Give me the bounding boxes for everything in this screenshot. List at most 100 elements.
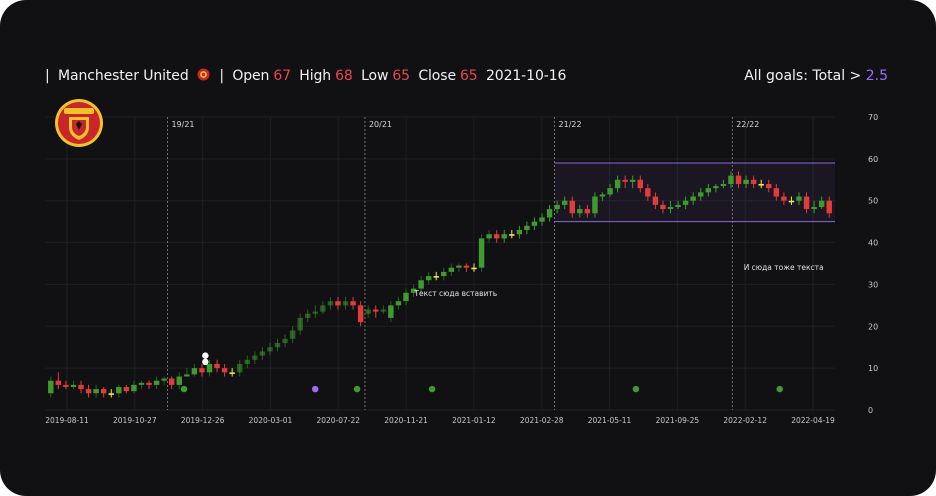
- candle-body: [630, 179, 636, 182]
- candle-body: [554, 204, 560, 210]
- header-separator-2: |: [219, 68, 224, 84]
- candle-body: [818, 200, 825, 207]
- candles: [48, 171, 832, 398]
- candle-body: [244, 359, 250, 364]
- y-tick-label: 10: [868, 364, 878, 373]
- candle-body: [773, 188, 780, 197]
- candle-body: [176, 376, 182, 385]
- candle-body: [569, 200, 575, 214]
- x-tick-label: 2021-02-28: [520, 416, 564, 425]
- candle-body: [138, 382, 145, 385]
- candle-body: [698, 192, 704, 197]
- range-band-fill: [554, 163, 835, 222]
- candle-body: [259, 351, 266, 356]
- candle-body: [320, 305, 326, 312]
- candle-body: [713, 186, 719, 189]
- candle-body: [766, 183, 772, 189]
- candle-body: [448, 267, 455, 272]
- candle-body: [78, 384, 84, 390]
- annotations: Текст сюда вставить И сюда тоже текста: [413, 263, 823, 298]
- candle-body: [675, 204, 681, 207]
- candle-body: [788, 200, 795, 203]
- candle-body: [123, 386, 130, 392]
- candle-body: [826, 200, 832, 214]
- candle-body: [237, 363, 243, 373]
- candle-body: [184, 374, 190, 377]
- high-value: 68: [335, 68, 353, 84]
- candle-body: [252, 355, 258, 360]
- goals-filter[interactable]: All goals: Total > 2.5: [744, 68, 888, 84]
- candle-body: [146, 382, 152, 385]
- candle-body: [584, 209, 591, 214]
- event-marker: [632, 385, 640, 393]
- candle-body: [373, 309, 379, 312]
- x-tick-label: 2022-04-19: [791, 416, 835, 425]
- event-marker: [776, 385, 783, 393]
- candle-body: [531, 221, 538, 226]
- candle-body: [614, 179, 621, 189]
- x-tick-label: 2022-02-12: [723, 416, 767, 425]
- candle-body: [501, 234, 507, 239]
- season-label: 19/21: [171, 120, 194, 129]
- header-separator: |: [45, 68, 50, 84]
- candle-body: [781, 196, 787, 201]
- candle-body: [131, 384, 137, 392]
- candle-body: [365, 309, 371, 314]
- candle-body: [682, 200, 689, 205]
- y-tick-label: 50: [868, 197, 878, 206]
- candle-body: [486, 234, 492, 239]
- goals-label: All goals: Total >: [744, 68, 862, 84]
- x-tick-label: 2019-08-11: [45, 416, 89, 425]
- y-tick-label: 30: [868, 280, 878, 289]
- candle-body: [803, 196, 810, 210]
- candle-body: [660, 204, 666, 210]
- candle-body: [546, 209, 553, 218]
- candle-body: [410, 288, 417, 293]
- candle-body: [380, 309, 387, 312]
- candle-body: [524, 225, 530, 231]
- candle-body: [463, 265, 470, 268]
- date-value: 2021-10-16: [485, 68, 567, 84]
- candle-body: [471, 267, 477, 270]
- candle-body: [441, 271, 447, 277]
- candle-body: [758, 183, 764, 186]
- x-axis: 2019-08-11 2019-10-27 2019-12-26 2020-03-01…: [45, 416, 835, 425]
- team-crest-icon: [197, 68, 210, 81]
- candle-body: [493, 234, 500, 239]
- candle-body: [750, 179, 757, 184]
- annotation-text: И сюда тоже текста: [744, 263, 824, 272]
- candle-body: [425, 276, 432, 281]
- candle-body: [395, 301, 402, 306]
- y-tick-label: 40: [868, 239, 878, 248]
- low-value: 65: [392, 68, 410, 84]
- candle-body: [70, 384, 77, 387]
- candle-body: [108, 393, 114, 395]
- candle-body: [93, 389, 99, 394]
- candle-body: [796, 196, 802, 201]
- y-tick-label: 70: [868, 113, 878, 122]
- candle-body: [161, 378, 167, 381]
- candle-body: [539, 217, 545, 222]
- candle-body: [342, 301, 349, 306]
- open-label: Open: [232, 68, 270, 84]
- y-tick-label: 20: [868, 322, 878, 331]
- season-dividers: 19/21 20/21 21/22 22/22: [167, 117, 759, 410]
- event-marker: [311, 385, 319, 393]
- candle-body: [55, 380, 62, 385]
- candle-body: [168, 378, 175, 385]
- candle-body: [229, 372, 235, 374]
- y-tick-label: 60: [868, 155, 878, 164]
- candle-body: [312, 311, 319, 314]
- candle-body: [592, 196, 598, 214]
- candle-body: [622, 179, 628, 182]
- candle-body: [388, 305, 394, 318]
- event-marker: [180, 385, 188, 393]
- annotation-text: Текст сюда вставить: [413, 289, 497, 298]
- candle-body: [599, 194, 606, 197]
- candle-body: [478, 238, 485, 268]
- candle-body: [206, 363, 213, 373]
- candle-body: [607, 188, 613, 195]
- candle-body: [561, 200, 568, 205]
- candle-body: [48, 380, 54, 394]
